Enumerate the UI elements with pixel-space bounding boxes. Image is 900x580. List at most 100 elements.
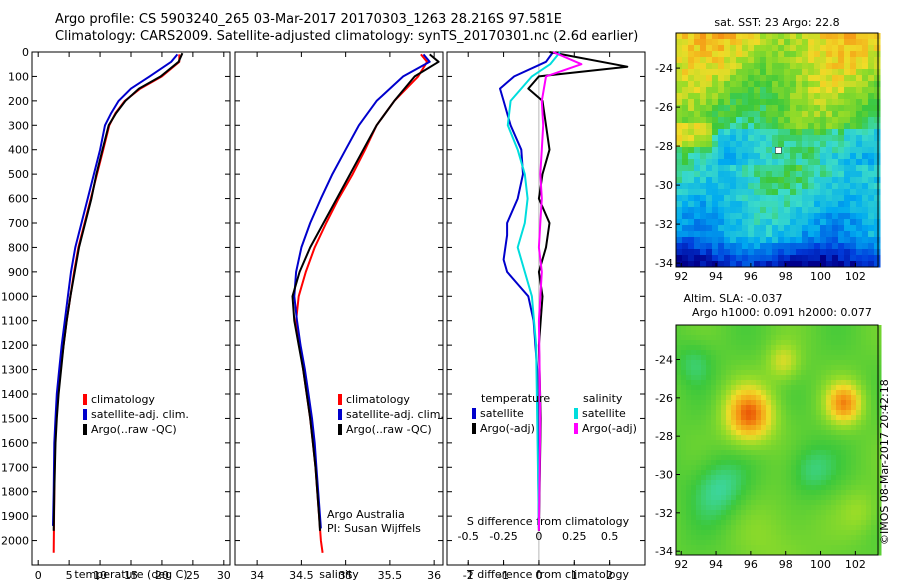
heatmap-cell xyxy=(706,33,713,40)
x-tick-label: 15 xyxy=(124,569,138,580)
heatmap-cell xyxy=(701,335,707,341)
heatmap-cell xyxy=(761,550,767,556)
heatmap-cell xyxy=(754,123,761,130)
heatmap-cell xyxy=(746,485,752,491)
heatmap-cell xyxy=(771,365,777,371)
heatmap-cell xyxy=(711,380,717,386)
heatmap-cell xyxy=(826,380,832,386)
heatmap-cell xyxy=(786,335,792,341)
heatmap-cell xyxy=(846,390,852,396)
heatmap-cell xyxy=(696,360,702,366)
heatmap-cell xyxy=(871,335,877,341)
heatmap-cell xyxy=(784,195,791,202)
heatmap-cell xyxy=(784,177,791,184)
heatmap-cell xyxy=(846,455,852,461)
heatmap-cell xyxy=(741,500,747,506)
heatmap-cell xyxy=(856,445,862,451)
heatmap-cell xyxy=(706,380,712,386)
heatmap-cell xyxy=(838,69,845,76)
heatmap-cell xyxy=(846,445,852,451)
heatmap-cell xyxy=(741,465,747,471)
heatmap-cell xyxy=(700,81,707,88)
heatmap-cell xyxy=(706,545,712,551)
heatmap-cell xyxy=(831,420,837,426)
heatmap-cell xyxy=(808,45,815,52)
heatmap-cell xyxy=(856,261,863,268)
heatmap-cell xyxy=(791,330,797,336)
heatmap-cell xyxy=(778,141,785,148)
heatmap-cell xyxy=(718,57,725,64)
heatmap-cell xyxy=(694,219,701,226)
heatmap-cell xyxy=(861,475,867,481)
heatmap-cell xyxy=(706,460,712,466)
heatmap-cell xyxy=(721,460,727,466)
heatmap-cell xyxy=(790,261,797,268)
heatmap-cell xyxy=(691,405,697,411)
heatmap-cell xyxy=(826,255,833,262)
heatmap-cell xyxy=(790,39,797,46)
heatmap-cell xyxy=(724,51,731,58)
heatmap-cell xyxy=(861,465,867,471)
heatmap-cell xyxy=(820,201,827,208)
legend-swatch xyxy=(338,424,342,435)
heatmap-cell xyxy=(820,93,827,100)
heatmap-cell xyxy=(826,69,833,76)
heatmap-cell xyxy=(866,420,872,426)
heatmap-cell xyxy=(820,237,827,244)
heatmap-cell xyxy=(711,420,717,426)
heatmap-cell xyxy=(756,425,762,431)
heatmap-cell xyxy=(820,243,827,250)
heatmap-cell xyxy=(731,535,737,541)
x-axis-label: salinity xyxy=(319,568,359,580)
heatmap-cell xyxy=(716,355,722,361)
heatmap-cell xyxy=(756,505,762,511)
heatmap-cell xyxy=(851,345,857,351)
heatmap-cell xyxy=(874,39,881,46)
heatmap-cell xyxy=(838,147,845,154)
heatmap-cell xyxy=(831,510,837,516)
heatmap-cell xyxy=(832,123,839,130)
heatmap-cell xyxy=(838,171,845,178)
heatmap-cell xyxy=(826,475,832,481)
heatmap-cell xyxy=(754,249,761,256)
heatmap-cell xyxy=(851,360,857,366)
y-tick-label: 1200 xyxy=(1,339,29,352)
heatmap-cell xyxy=(831,525,837,531)
heatmap-cell xyxy=(696,550,702,556)
heatmap-cell xyxy=(778,243,785,250)
heatmap-cell xyxy=(711,365,717,371)
heatmap-cell xyxy=(844,177,851,184)
heatmap-cell xyxy=(856,485,862,491)
heatmap-cell xyxy=(841,355,847,361)
heatmap-cell xyxy=(691,415,697,421)
heatmap-cell xyxy=(781,410,787,416)
heatmap-cell xyxy=(761,360,767,366)
heatmap-cell xyxy=(712,33,719,40)
heatmap-cell xyxy=(748,243,755,250)
heatmap-cell xyxy=(808,57,815,64)
heatmap-cell xyxy=(696,345,702,351)
heatmap-cell xyxy=(776,395,782,401)
heatmap-cell xyxy=(821,375,827,381)
heatmap-cell xyxy=(700,75,707,82)
heatmap-cell xyxy=(820,183,827,190)
heatmap-cell xyxy=(791,540,797,546)
heatmap-cell xyxy=(784,39,791,46)
heatmap-cell xyxy=(868,159,875,166)
heatmap-cell xyxy=(786,525,792,531)
heatmap-cell xyxy=(808,159,815,166)
heatmap-cell xyxy=(746,415,752,421)
heatmap-cell xyxy=(742,201,749,208)
heatmap-cell xyxy=(786,385,792,391)
heatmap-cell xyxy=(862,87,869,94)
heatmap-cell xyxy=(866,520,872,526)
heatmap-cell xyxy=(876,340,882,346)
heatmap-cell xyxy=(861,485,867,491)
heatmap-cell xyxy=(766,111,773,118)
heatmap-cell xyxy=(866,460,872,466)
heatmap-cell xyxy=(700,177,707,184)
heatmap-cell xyxy=(766,117,773,124)
heatmap-cell xyxy=(836,530,842,536)
heatmap-cell xyxy=(786,425,792,431)
heatmap-cell xyxy=(871,545,877,551)
